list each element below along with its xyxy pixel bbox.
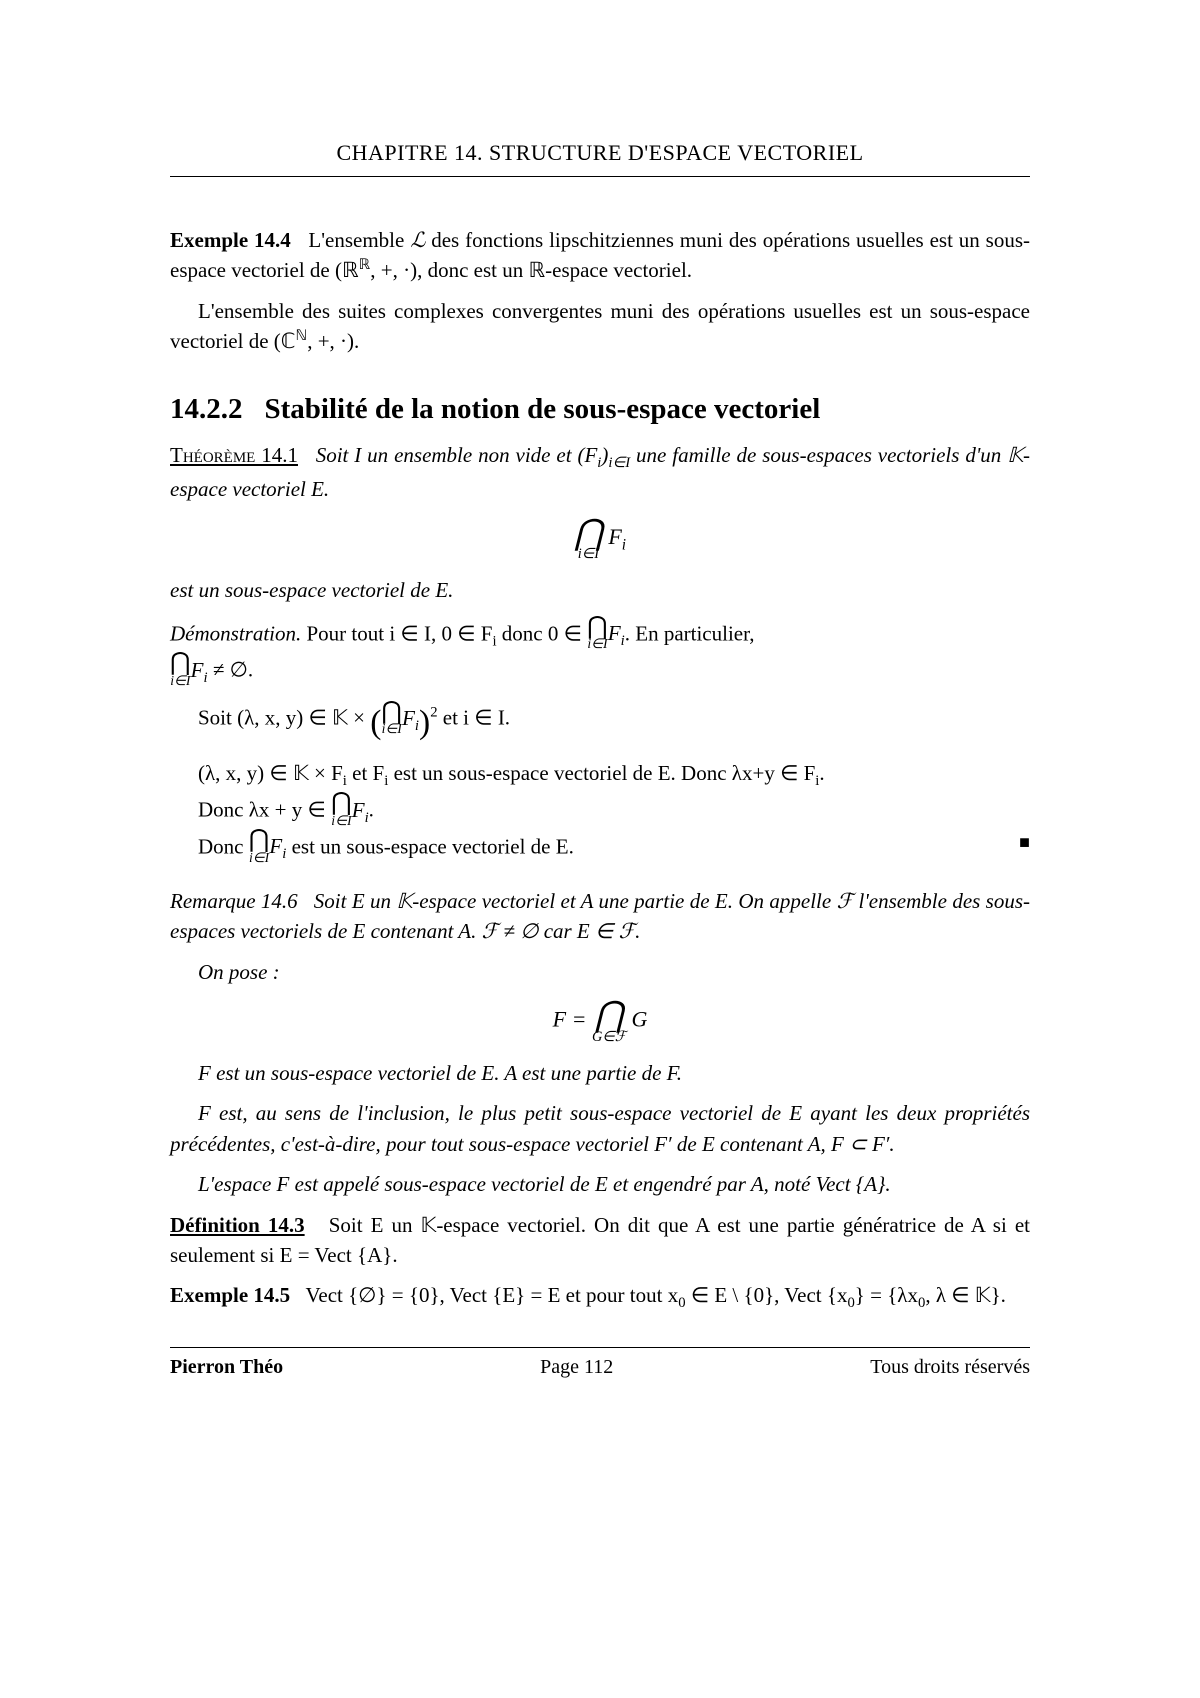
text: donc 0 ∈ [497, 621, 588, 645]
text: est un sous-espace vectoriel de E. [286, 834, 573, 858]
text: . [819, 761, 824, 785]
text: (λ, x, y) ∈ 𝕂 × F [198, 761, 343, 785]
sup-2: 2 [430, 705, 437, 721]
text: Soit I un ensemble non vide et (F [316, 443, 598, 467]
onpose: On pose : [170, 957, 1030, 987]
subsection-text: Stabilité de la notion de sous-espace ve… [265, 393, 821, 425]
text: , λ ∈ 𝕂}. [925, 1283, 1006, 1307]
text: Donc λx + y ∈ [198, 798, 331, 822]
bigcap: ⋂i∈I [587, 616, 608, 651]
subsection-title: 14.2.2 Stabilité de la notion de sous-esp… [170, 393, 1030, 426]
G: G [631, 1007, 647, 1032]
exemple-14-4-p2: L'ensemble des suites complexes converge… [170, 296, 1030, 357]
text: Vect {∅} = {0}, Vect {E} = E et pour tou… [306, 1283, 679, 1307]
Fi: Fi [608, 524, 626, 549]
bigcap: ⋂i∈I [331, 792, 352, 827]
Fi: Fi [352, 798, 369, 822]
F-eq: F = [553, 1007, 592, 1032]
exemple-label: Exemple 14.5 [170, 1283, 290, 1307]
text: } = {λx [855, 1283, 918, 1307]
bigcap: ⋂i∈I [170, 652, 191, 687]
proof-line2: Soit (λ, x, y) ∈ 𝕂 × (⋂i∈IFi)2 et i ∈ I. [198, 699, 1030, 748]
qed-icon: ■ [1019, 829, 1030, 855]
proof-line3: (λ, x, y) ∈ 𝕂 × Fi et Fi est un sous-esp… [198, 758, 1030, 866]
sub: G∈ℱ [592, 1031, 626, 1044]
remarque-label: Remarque 14.6 [170, 889, 298, 913]
definition-label: Définition 14.3 [170, 1213, 305, 1237]
sub-0: 0 [678, 1296, 685, 1312]
text: et i ∈ I. [438, 706, 511, 730]
text: . En particulier, [625, 621, 755, 645]
page: CHAPITRE 14. STRUCTURE D'ESPACE VECTORIE… [0, 0, 1200, 1698]
remarque-text4: L'espace F est appelé sous-espace vector… [170, 1169, 1030, 1199]
text: Donc [198, 834, 249, 858]
theorem-text: Soit I un ensemble non vide et (Fi)i∈I u… [170, 443, 1030, 502]
remarque-formula: F = ⋂G∈ℱ G [170, 999, 1030, 1044]
Fi: Fi [402, 706, 419, 730]
exemple-14-5: Exemple 14.5 Vect {∅} = {0}, Vect {E} = … [170, 1280, 1030, 1315]
proof: Démonstration. Pour tout i ∈ I, 0 ∈ Fi d… [170, 616, 1030, 690]
sup-R: ℝ [359, 257, 371, 273]
text: . [369, 798, 374, 822]
exemple-14-4: Exemple 14.4 L'ensemble ℒ des fonctions … [170, 225, 1030, 286]
page-footer: Pierron Théo Page 112 Tous droits réserv… [170, 1347, 1030, 1379]
text: ≠ ∅. [208, 658, 254, 682]
text: ≠ ∅ car E ∈ [498, 919, 618, 943]
theorem-14-1: Théorème 14.1 Soit I un ensemble non vid… [170, 440, 1030, 505]
text: , +, ·). [307, 329, 359, 353]
sub: i∈I [574, 548, 603, 561]
bigcap: ⋂i∈I [249, 829, 270, 864]
remarque-14-6: Remarque 14.6 Soit E un 𝕂-espace vectori… [170, 886, 1030, 947]
text: une famille de sous-espaces vectoriels d… [170, 443, 1030, 502]
lparen: ( [370, 704, 381, 741]
sup-N: ℕ [295, 328, 307, 344]
remarque-text3: F est, au sens de l'inclusion, le plus p… [170, 1098, 1030, 1159]
sub-iI: i∈I [608, 455, 630, 471]
Fi: Fi [269, 834, 286, 858]
subsection-num: 14.2.2 [170, 393, 243, 425]
text: est un sous-espace vectoriel de E. Donc … [388, 761, 815, 785]
chapter-header: CHAPITRE 14. STRUCTURE D'ESPACE VECTORIE… [170, 140, 1030, 177]
bigcap: ⋂i∈I [381, 701, 402, 736]
Fi: Fi [191, 658, 208, 682]
sub-0: 0 [847, 1296, 854, 1312]
text: L'ensemble des suites complexes converge… [170, 299, 1030, 353]
remarque-text2: F est un sous-espace vectoriel de E. A e… [170, 1058, 1030, 1088]
exemple-label: Exemple 14.4 [170, 228, 291, 252]
theorem-label: Théorème 14.1 [170, 443, 298, 467]
text: L'ensemble [308, 228, 410, 252]
text: Pour tout i ∈ I, 0 ∈ F [307, 621, 493, 645]
script-L: ℒ [410, 228, 425, 252]
definition-14-3: Définition 14.3 Soit E un 𝕂-espace vecto… [170, 1210, 1030, 1271]
proof-label: Démonstration. [170, 621, 301, 645]
Fi: Fi [608, 621, 625, 645]
bigcap: ⋂G∈ℱ [592, 999, 626, 1044]
theorem-formula: ⋂i∈I Fi [170, 517, 1030, 562]
calF: ℱ [837, 889, 854, 913]
calF: ℱ [619, 919, 636, 943]
text: . [635, 919, 640, 943]
footer-center: Page 112 [540, 1356, 613, 1379]
text: Soit E un 𝕂-espace vectoriel et A une pa… [314, 889, 837, 913]
theorem-conclusion: est un sous-espace vectoriel de E. [170, 575, 1030, 605]
footer-left: Pierron Théo [170, 1356, 283, 1379]
rparen: ) [419, 704, 430, 741]
text: Soit (λ, x, y) ∈ 𝕂 × [198, 706, 370, 730]
footer-right: Tous droits réservés [870, 1356, 1030, 1379]
text: , +, ·), donc est un ℝ-espace vectoriel. [370, 258, 692, 282]
bigcap: ⋂i∈I [574, 517, 603, 562]
calF: ℱ [482, 919, 499, 943]
text: ∈ E \ {0}, Vect {x [686, 1283, 848, 1307]
text: et F [347, 761, 384, 785]
